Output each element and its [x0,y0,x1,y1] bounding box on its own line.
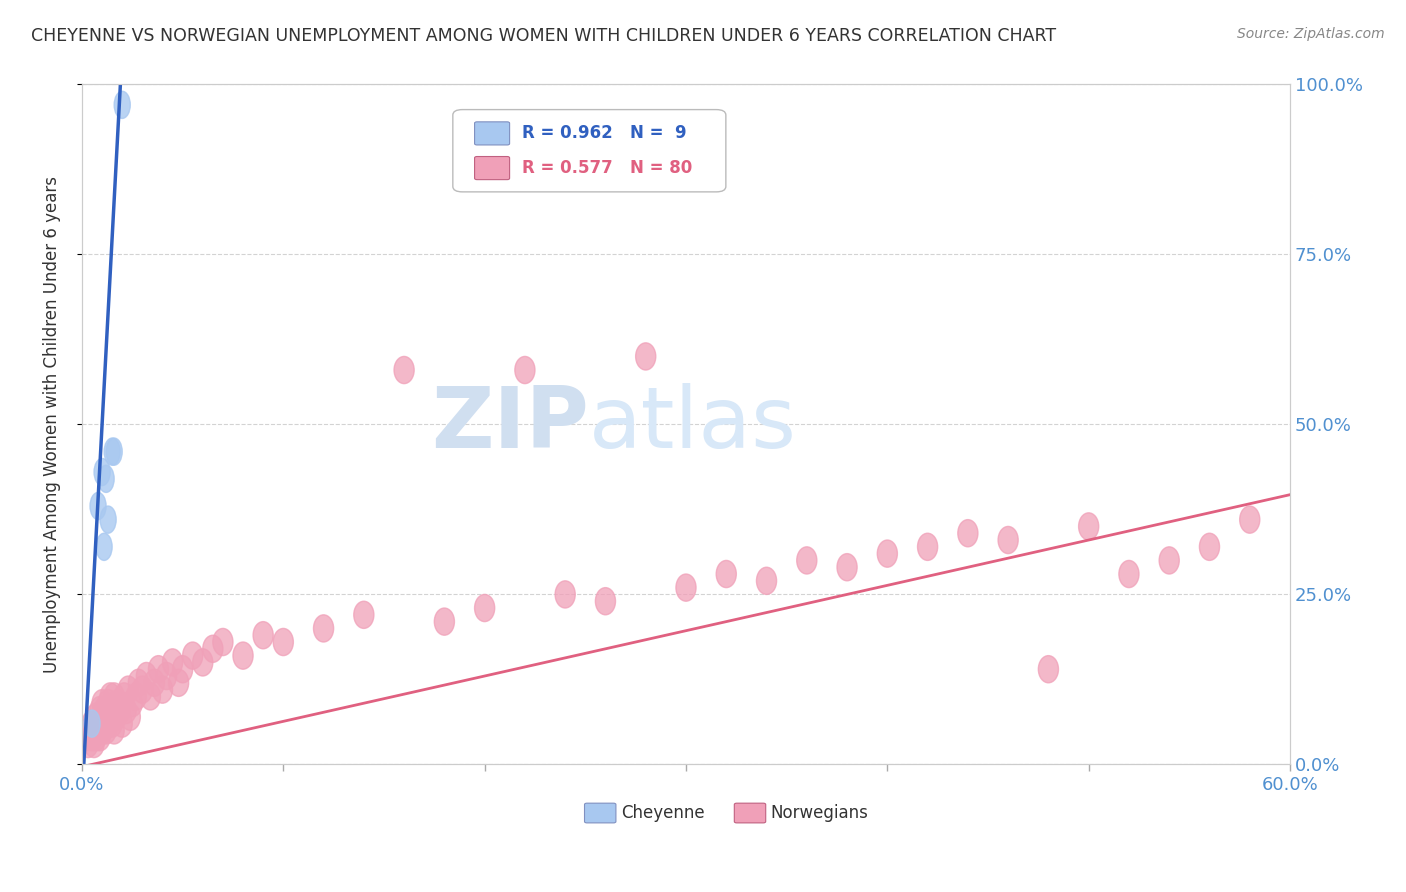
FancyBboxPatch shape [453,110,725,192]
Text: Cheyenne: Cheyenne [621,804,704,822]
Text: Norwegians: Norwegians [770,804,869,822]
FancyBboxPatch shape [585,803,616,823]
Text: Source: ZipAtlas.com: Source: ZipAtlas.com [1237,27,1385,41]
FancyBboxPatch shape [475,122,509,145]
Y-axis label: Unemployment Among Women with Children Under 6 years: Unemployment Among Women with Children U… [44,176,60,673]
FancyBboxPatch shape [734,803,766,823]
Text: R = 0.962   N =  9: R = 0.962 N = 9 [522,124,686,143]
FancyBboxPatch shape [475,156,509,179]
Text: CHEYENNE VS NORWEGIAN UNEMPLOYMENT AMONG WOMEN WITH CHILDREN UNDER 6 YEARS CORRE: CHEYENNE VS NORWEGIAN UNEMPLOYMENT AMONG… [31,27,1056,45]
Text: R = 0.577   N = 80: R = 0.577 N = 80 [522,159,692,178]
Text: atlas: atlas [589,383,797,466]
Text: ZIP: ZIP [432,383,589,466]
